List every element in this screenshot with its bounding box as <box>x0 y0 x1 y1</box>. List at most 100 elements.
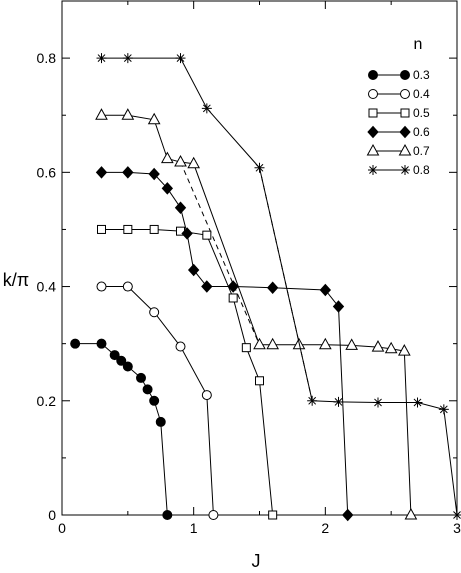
legend-label: 0.3 <box>413 68 430 82</box>
data-point <box>122 361 133 372</box>
data-point <box>95 166 108 179</box>
data-point <box>123 224 133 234</box>
data-point <box>122 166 134 179</box>
data-point <box>149 224 159 234</box>
data-point <box>404 507 418 520</box>
legend-label: 0.6 <box>413 125 430 139</box>
data-point <box>371 340 385 352</box>
data-point <box>342 508 354 522</box>
data-point <box>175 341 186 352</box>
data-point <box>266 281 279 294</box>
dashed-connectors <box>180 161 313 401</box>
data-point <box>398 143 412 156</box>
data-point <box>241 343 251 353</box>
asterisk-stroke <box>439 405 448 414</box>
data-point <box>148 167 160 181</box>
asterisk-stroke <box>308 396 317 405</box>
data-point <box>181 227 193 240</box>
x-tick-label: 3 <box>453 520 461 536</box>
data-point <box>452 510 461 520</box>
data-point <box>161 182 174 195</box>
axis-ticks: 0 1 2 3 0 0.2 0.4 0.6 0.8 <box>37 0 461 536</box>
data-point <box>201 390 212 401</box>
data-point <box>97 224 106 234</box>
asterisk-stroke <box>97 54 106 62</box>
data-point <box>122 53 133 64</box>
x-tick-label: 1 <box>190 520 198 536</box>
data-point <box>175 53 186 64</box>
data-point <box>228 293 238 303</box>
data-point <box>162 510 173 520</box>
data-point <box>400 70 410 80</box>
data-point <box>373 397 383 408</box>
data-point <box>149 395 160 406</box>
data-point <box>96 53 107 64</box>
series-line <box>101 114 412 516</box>
data-point <box>254 162 265 173</box>
data-point <box>368 70 378 80</box>
data-point <box>149 307 160 318</box>
series-0.6 <box>95 166 354 522</box>
legend-label: 0.5 <box>413 106 430 120</box>
data-point <box>174 155 187 167</box>
legend-label: 0.8 <box>413 163 430 177</box>
series-0.3 <box>70 338 173 520</box>
asterisk-stroke <box>401 166 409 174</box>
x-tick-label: 2 <box>321 520 329 536</box>
data-point <box>147 112 161 125</box>
data-point <box>208 510 219 520</box>
data-point <box>400 108 410 118</box>
data-point <box>332 300 345 313</box>
y-tick-label: 0 <box>48 507 56 523</box>
series-0.8 <box>96 53 461 520</box>
data-point <box>201 280 213 293</box>
asterisk-stroke <box>334 398 343 406</box>
data-point <box>399 125 411 139</box>
asterisk-stroke <box>176 54 185 62</box>
legend-entry: 0.6 <box>367 125 430 139</box>
y-tick-label: 0.6 <box>37 164 57 180</box>
data-point <box>319 283 332 297</box>
data-point <box>384 341 398 354</box>
y-axis-title: k/π <box>3 270 29 290</box>
legend-entry: 0.7 <box>366 143 430 158</box>
data-point <box>201 103 212 114</box>
y-tick-label: 0.2 <box>37 393 57 409</box>
data-point <box>155 416 166 427</box>
y-tick-label: 0.8 <box>37 50 57 66</box>
data-point <box>397 344 411 356</box>
legend-entry: 0.5 <box>368 106 430 120</box>
series-0.4 <box>96 281 219 520</box>
asterisk-stroke <box>374 398 382 407</box>
data-point <box>70 338 81 349</box>
data-point <box>109 350 120 361</box>
series-line <box>101 57 458 516</box>
series-0.7 <box>95 108 418 520</box>
data-point <box>268 510 278 520</box>
data-point <box>187 156 201 169</box>
data-point <box>368 89 378 99</box>
data-point <box>187 263 200 277</box>
data-point <box>438 404 449 415</box>
asterisk-stroke <box>369 166 377 174</box>
data-point <box>412 397 423 408</box>
data-point <box>96 281 107 292</box>
data-point <box>227 280 239 293</box>
data-point <box>142 384 153 395</box>
series-line <box>101 171 349 516</box>
data-point <box>366 143 380 156</box>
data-point <box>174 201 187 214</box>
data-point <box>266 337 280 350</box>
asterisk-stroke <box>255 163 264 172</box>
data-point <box>307 395 318 406</box>
data-point <box>255 376 264 386</box>
asterisk-stroke <box>123 54 132 62</box>
asterisk-stroke <box>202 104 211 113</box>
data-point <box>95 108 108 120</box>
series-line <box>75 343 168 516</box>
data-point <box>400 89 410 99</box>
data-point <box>318 337 332 350</box>
legend-entry: 0.8 <box>368 163 430 177</box>
legend-title: n <box>414 36 423 53</box>
legend-entry: 0.3 <box>368 68 430 82</box>
